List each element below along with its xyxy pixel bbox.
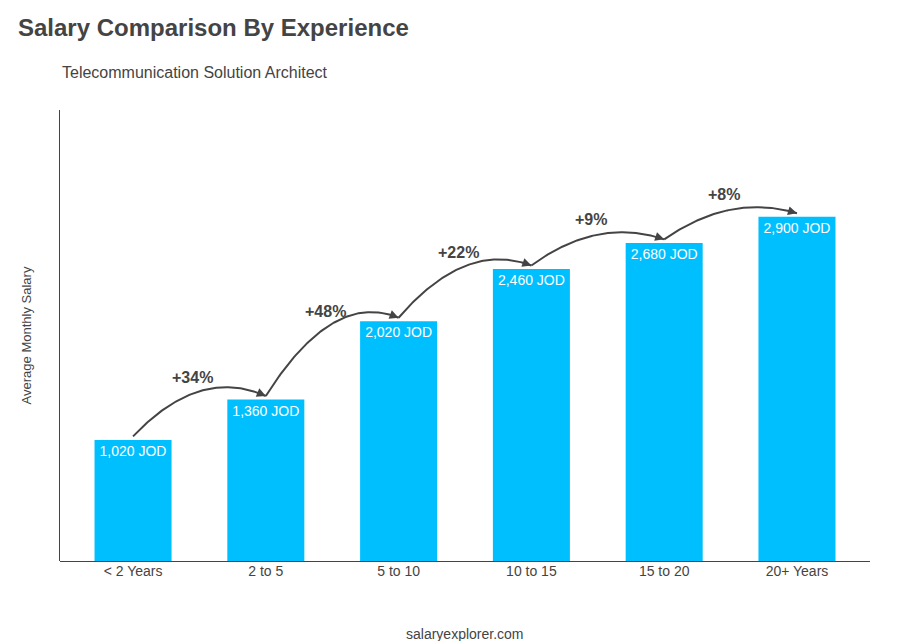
svg-text:2,020 JOD: 2,020 JOD [365,324,432,340]
svg-text:+48%: +48% [305,303,346,320]
svg-text:Salary Comparison By Experienc: Salary Comparison By Experience [18,14,409,41]
svg-text:1,360 JOD: 1,360 JOD [232,403,299,419]
svg-text:salaryexplorer.com: salaryexplorer.com [406,626,524,641]
svg-text:10 to 15: 10 to 15 [506,563,557,579]
svg-text:2,900 JOD: 2,900 JOD [764,220,831,236]
svg-text:20+ Years: 20+ Years [766,563,829,579]
svg-text:+34%: +34% [172,369,213,386]
svg-text:2,460 JOD: 2,460 JOD [498,272,565,288]
svg-text:+8%: +8% [708,186,740,203]
svg-text:5 to 10: 5 to 10 [377,563,420,579]
svg-text:2 to 5: 2 to 5 [248,563,283,579]
svg-text:< 2 Years: < 2 Years [104,563,163,579]
svg-text:Average Monthly Salary: Average Monthly Salary [19,266,34,404]
svg-text:15 to 20: 15 to 20 [639,563,690,579]
svg-text:2,680 JOD: 2,680 JOD [631,246,698,262]
svg-text:1,020 JOD: 1,020 JOD [100,443,167,459]
svg-text:+9%: +9% [575,211,607,228]
svg-text:Telecommunication Solution Arc: Telecommunication Solution Architect [62,64,328,81]
svg-text:+22%: +22% [438,244,479,261]
